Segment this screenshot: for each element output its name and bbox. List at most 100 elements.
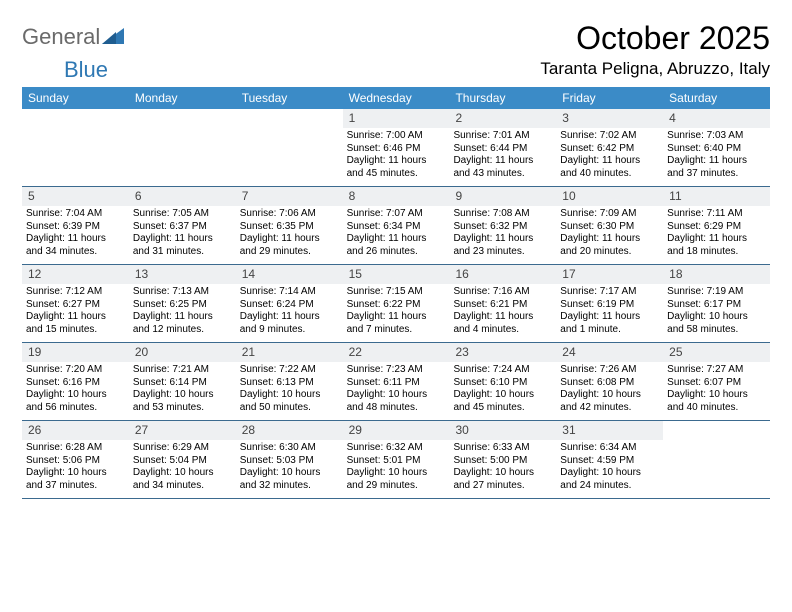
sunrise-text: Sunrise: 7:15 AM <box>347 286 446 299</box>
daylight-text: Daylight: 10 hours and 48 minutes. <box>347 389 446 414</box>
week-row: 5Sunrise: 7:04 AMSunset: 6:39 PMDaylight… <box>22 187 770 265</box>
day-number: 7 <box>236 187 343 206</box>
sunset-text: Sunset: 6:07 PM <box>667 377 766 390</box>
day-number: 30 <box>449 421 556 440</box>
day-cell: 7Sunrise: 7:06 AMSunset: 6:35 PMDaylight… <box>236 187 343 264</box>
sunset-text: Sunset: 5:04 PM <box>133 455 232 468</box>
weekday-header: Tuesday <box>236 87 343 109</box>
sunrise-text: Sunrise: 7:00 AM <box>347 130 446 143</box>
daylight-text: Daylight: 10 hours and 32 minutes. <box>240 467 339 492</box>
sunrise-text: Sunrise: 7:27 AM <box>667 364 766 377</box>
weekday-header: Saturday <box>663 87 770 109</box>
sunrise-text: Sunrise: 7:13 AM <box>133 286 232 299</box>
sunrise-text: Sunrise: 7:01 AM <box>453 130 552 143</box>
sunset-text: Sunset: 5:00 PM <box>453 455 552 468</box>
sunset-text: Sunset: 6:29 PM <box>667 221 766 234</box>
sunset-text: Sunset: 6:34 PM <box>347 221 446 234</box>
logo-text-general: General <box>22 24 100 50</box>
daylight-text: Daylight: 10 hours and 56 minutes. <box>26 389 125 414</box>
daylight-text: Daylight: 10 hours and 53 minutes. <box>133 389 232 414</box>
day-number: 24 <box>556 343 663 362</box>
day-cell: 3Sunrise: 7:02 AMSunset: 6:42 PMDaylight… <box>556 109 663 186</box>
sunrise-text: Sunrise: 7:21 AM <box>133 364 232 377</box>
day-cell: 23Sunrise: 7:24 AMSunset: 6:10 PMDayligh… <box>449 343 556 420</box>
day-cell: 16Sunrise: 7:16 AMSunset: 6:21 PMDayligh… <box>449 265 556 342</box>
day-cell: 26 Sunrise: 6:28 AMSunset: 5:06 PMDayligh… <box>22 421 129 498</box>
sunrise-text: Sunrise: 7:14 AM <box>240 286 339 299</box>
sunrise-text: Sunrise: 7:07 AM <box>347 208 446 221</box>
sunset-text: Sunset: 6:46 PM <box>347 143 446 156</box>
day-cell: 17Sunrise: 7:17 AMSunset: 6:19 PMDayligh… <box>556 265 663 342</box>
sunrise-text: Sunrise: 7:04 AM <box>26 208 125 221</box>
weekday-header: Friday <box>556 87 663 109</box>
day-number: 6 <box>129 187 236 206</box>
week-row: 1 Sunrise: 7:00 AMSunset: 6:46 PM Daylight… <box>22 109 770 187</box>
day-number: 27 <box>129 421 236 440</box>
day-number: 16 <box>449 265 556 284</box>
daylight-text: Daylight: 10 hours and 58 minutes. <box>667 311 766 336</box>
logo-text-blue: Blue <box>64 57 108 82</box>
day-cell: 21Sunrise: 7:22 AMSunset: 6:13 PMDayligh… <box>236 343 343 420</box>
day-cell: 31Sunrise: 6:34 AMSunset: 4:59 PMDayligh… <box>556 421 663 498</box>
title-block: October 2025 Taranta Peligna, Abruzzo, I… <box>540 20 770 79</box>
daylight-text: Daylight: 11 hours and 20 minutes. <box>560 233 659 258</box>
weekday-header: Wednesday <box>343 87 450 109</box>
sunset-text: Sunset: 6:42 PM <box>560 143 659 156</box>
daylight-text: Daylight: 10 hours and 29 minutes. <box>347 467 446 492</box>
sunset-text: Sunset: 6:22 PM <box>347 299 446 312</box>
day-cell: 15 Sunrise: 7:15 AMSunset: 6:22 PMDayligh… <box>343 265 450 342</box>
sunset-text: Sunset: 4:59 PM <box>560 455 659 468</box>
day-cell: 14Sunrise: 7:14 AMSunset: 6:24 PMDayligh… <box>236 265 343 342</box>
day-cell: 12Sunrise: 7:12 AMSunset: 6:27 PMDayligh… <box>22 265 129 342</box>
day-cell: 29Sunrise: 6:32 AMSunset: 5:01 PMDayligh… <box>343 421 450 498</box>
day-number: 3 <box>556 109 663 128</box>
day-number: 22 <box>343 343 450 362</box>
sunset-text: Sunset: 6:21 PM <box>453 299 552 312</box>
day-number: 10 <box>556 187 663 206</box>
calendar: Sunday Monday Tuesday Wednesday Thursday… <box>22 87 770 499</box>
brand-logo: General <box>22 20 126 50</box>
sunset-text: Sunset: 6:39 PM <box>26 221 125 234</box>
sunrise-text: Sunrise: 7:19 AM <box>667 286 766 299</box>
day-number: 26 <box>22 421 129 440</box>
sunset-text: Sunset: 6:44 PM <box>453 143 552 156</box>
daylight-text: Daylight: 11 hours and 29 minutes. <box>240 233 339 258</box>
calendar-page: General October 2025 Taranta Peligna, Ab… <box>0 0 792 511</box>
day-number: 1 <box>343 109 450 128</box>
sunset-text: Sunset: 6:32 PM <box>453 221 552 234</box>
day-cell: 25 Sunrise: 7:27 AMSunset: 6:07 PMDayligh… <box>663 343 770 420</box>
sunset-text: Sunset: 6:24 PM <box>240 299 339 312</box>
day-number: 25 <box>663 343 770 362</box>
day-cell: 27Sunrise: 6:29 AMSunset: 5:04 PMDayligh… <box>129 421 236 498</box>
sunrise-text: Sunrise: 7:08 AM <box>453 208 552 221</box>
daylight-text: Daylight: 10 hours and 40 minutes. <box>667 389 766 414</box>
daylight-text: Daylight: 11 hours and 37 minutes. <box>667 155 766 180</box>
daylight-text: Daylight: 10 hours and 27 minutes. <box>453 467 552 492</box>
sunrise-text: Sunrise: 7:09 AM <box>560 208 659 221</box>
daylight-text: Daylight: 10 hours and 24 minutes. <box>560 467 659 492</box>
day-number: 12 <box>22 265 129 284</box>
day-number: 13 <box>129 265 236 284</box>
sunrise-text: Sunrise: 7:24 AM <box>453 364 552 377</box>
day-cell <box>22 109 129 186</box>
weekday-header-row: Sunday Monday Tuesday Wednesday Thursday… <box>22 87 770 109</box>
day-number: 11 <box>663 187 770 206</box>
sunset-text: Sunset: 6:25 PM <box>133 299 232 312</box>
day-number: 19 <box>22 343 129 362</box>
day-cell: 28Sunrise: 6:30 AMSunset: 5:03 PMDayligh… <box>236 421 343 498</box>
day-cell: 9Sunrise: 7:08 AMSunset: 6:32 PMDaylight… <box>449 187 556 264</box>
daylight-text: Daylight: 11 hours and 15 minutes. <box>26 311 125 336</box>
daylight-text: Daylight: 10 hours and 34 minutes. <box>133 467 232 492</box>
sunrise-text: Sunrise: 6:28 AM <box>26 442 125 455</box>
day-cell: 20Sunrise: 7:21 AMSunset: 6:14 PMDayligh… <box>129 343 236 420</box>
daylight-text: Daylight: 11 hours and 7 minutes. <box>347 311 446 336</box>
day-cell: 8Sunrise: 7:07 AMSunset: 6:34 PMDaylight… <box>343 187 450 264</box>
day-number: 20 <box>129 343 236 362</box>
sunrise-text: Sunrise: 7:23 AM <box>347 364 446 377</box>
day-cell: 4Sunrise: 7:03 AMSunset: 6:40 PMDaylight… <box>663 109 770 186</box>
day-number: 9 <box>449 187 556 206</box>
daylight-text: Daylight: 10 hours and 37 minutes. <box>26 467 125 492</box>
sunset-text: Sunset: 5:06 PM <box>26 455 125 468</box>
day-cell: 11Sunrise: 7:11 AMSunset: 6:29 PMDayligh… <box>663 187 770 264</box>
day-number: 15 <box>343 265 450 284</box>
